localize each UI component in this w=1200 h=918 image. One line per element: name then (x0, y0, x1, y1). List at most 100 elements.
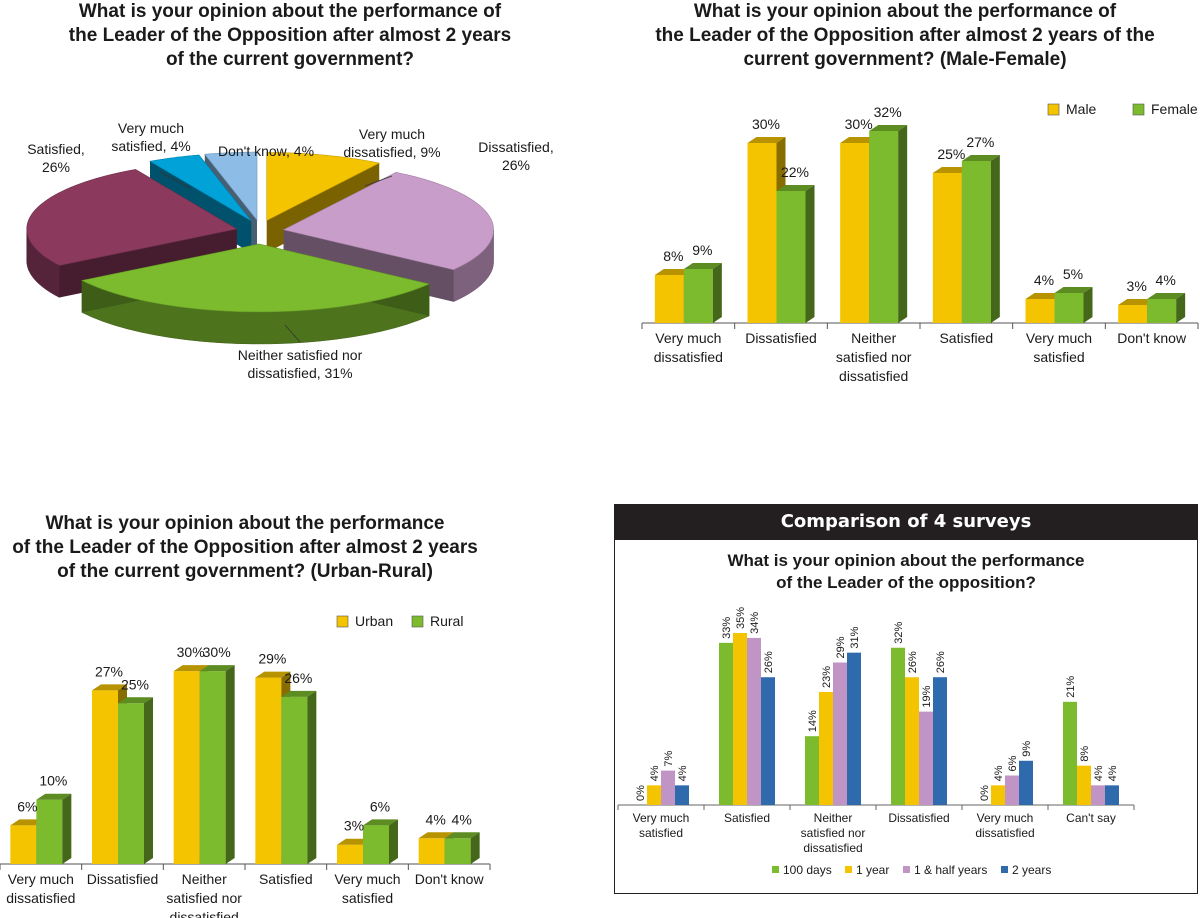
surveys-bar-1-year-3 (905, 677, 919, 805)
area-bar-urban-4 (337, 844, 363, 864)
gender-value-male-3: 25% (937, 146, 965, 162)
area-bar-urban-1 (92, 690, 118, 864)
pie-slice-neither-satisfied-nor-dissatisfied-31 (81, 243, 431, 313)
surveys-bar-1-half-years-5 (1091, 785, 1105, 805)
area-value-urban-4: 3% (344, 818, 364, 834)
area-bar-rural-3 (281, 696, 308, 864)
surveys-value-1-half-years-1: 34% (749, 612, 761, 634)
surveys-value-2-years-2: 31% (849, 626, 861, 648)
surveys-category-4: Very much dissatisfied (975, 811, 1034, 840)
surveys-legend-label-1-year: 1 year (856, 863, 889, 877)
area-bar-side-rural-5 (470, 832, 480, 864)
gender-value-female-2: 32% (874, 104, 902, 120)
area-bar-top-rural-1 (118, 697, 153, 704)
gender-legend-swatch-male (1047, 103, 1060, 116)
area-category-2: Neither satisfied nor dissatisfied (166, 871, 242, 918)
area-bar-rural-4 (363, 825, 389, 864)
area-value-urban-1: 27% (95, 663, 123, 679)
area-bar-rural-5 (444, 838, 471, 864)
area-value-urban-5: 4% (426, 811, 446, 827)
area-bar-side-rural-4 (389, 819, 398, 864)
surveys-category-0: Very much satisfied (633, 811, 690, 840)
area-value-rural-4: 6% (370, 798, 390, 814)
gender-bar-top-female-2 (869, 125, 908, 131)
area-bar-side-rural-1 (144, 697, 153, 864)
gender-bar-top-male-1 (747, 137, 786, 143)
gender-bar-female-5 (1147, 299, 1177, 323)
area-bar-top-urban-1 (92, 684, 127, 691)
surveys-value-100-days-3: 32% (893, 622, 905, 644)
gender-bar-male-3 (932, 173, 962, 323)
area-legend-swatch-rural (411, 615, 424, 628)
surveys-bar-100-days-1 (719, 642, 733, 805)
gender-legend-label-male: Male (1066, 101, 1097, 117)
surveys-value-100-days-4: 0% (979, 785, 991, 801)
surveys-value-2-years-0: 4% (677, 765, 689, 781)
pie-slice-satisfied-26 (26, 169, 238, 266)
gender-chart-title: What is your opinion about the performan… (655, 1, 1155, 70)
surveys-bar-2-years-3 (933, 677, 947, 805)
gender-value-male-0: 8% (663, 248, 683, 264)
gender-bar-top-male-4 (1025, 293, 1064, 299)
gender-bar-top-female-4 (1054, 287, 1093, 293)
surveys-category-3: Dissatisfied (888, 811, 949, 825)
pie-label-satisfied-26: Satisfied, 26% (27, 141, 85, 175)
surveys-bar-2-years-0 (675, 785, 689, 805)
area-legend-swatch-urban (336, 615, 349, 628)
surveys-bar-1-half-years-1 (747, 637, 761, 805)
gender-value-male-1: 30% (752, 116, 780, 132)
gender-value-female-5: 4% (1156, 272, 1176, 288)
gender-value-male-5: 3% (1127, 278, 1147, 294)
surveys-bar-1-half-years-3 (919, 711, 933, 805)
surveys-bar-100-days-2 (805, 736, 819, 805)
gender-category-5: Don't know (1117, 330, 1187, 346)
area-category-4: Very much satisfied (334, 871, 400, 906)
gender-bar-top-female-0 (683, 263, 722, 269)
area-category-0: Very much dissatisfied (6, 871, 75, 906)
gender-bar-male-2 (840, 143, 870, 323)
gender-category-0: Very much dissatisfied (654, 330, 723, 365)
gender-value-male-2: 30% (845, 116, 873, 132)
surveys-bar-1-half-years-2 (833, 662, 847, 805)
pie-slice-very-much-dissatisfied-9 (266, 152, 381, 221)
surveys-value-1-half-years-5: 4% (1093, 765, 1105, 781)
surveys-bar-1-year-2 (819, 691, 833, 805)
gender-legend-label-female: Female (1151, 101, 1198, 117)
surveys-bar-1-half-years-0 (661, 770, 675, 805)
gender-value-female-4: 5% (1063, 266, 1083, 282)
surveys-value-1-half-years-3: 19% (921, 685, 933, 707)
surveys-panel-header: Comparison of 4 surveys (614, 504, 1198, 540)
area-bar-top-urban-3 (255, 671, 291, 678)
area-bar-rural-1 (118, 703, 144, 864)
gender-value-male-4: 4% (1034, 272, 1054, 288)
pie-leader-line-4 (159, 171, 191, 189)
surveys-value-1-half-years-2: 29% (835, 636, 847, 658)
gender-value-female-3: 27% (966, 134, 994, 150)
area-legend-label-urban: Urban (355, 613, 393, 629)
area-group (0, 615, 491, 870)
surveys-bar-1-year-0 (647, 785, 661, 805)
area-value-urban-3: 29% (258, 651, 286, 667)
area-bar-top-rural-2 (199, 665, 235, 672)
surveys-category-1: Satisfied (724, 811, 770, 825)
surveys-bar-1-year-4 (991, 785, 1005, 805)
area-bar-rural-2 (199, 671, 226, 864)
area-legend-label-rural: Rural (430, 613, 463, 629)
gender-bar-side-female-5 (1176, 293, 1186, 323)
surveys-legend-swatch-2-years (1001, 866, 1008, 873)
surveys-bar-1-year-1 (733, 633, 747, 805)
gender-bar-female-4 (1054, 293, 1084, 323)
gender-bar-side-female-4 (1083, 287, 1093, 323)
surveys-bar-1-year-5 (1077, 765, 1091, 805)
pie-leader-line-0 (364, 175, 393, 187)
pie-label-dissatisfied-26: Dissatisfied, 26% (478, 139, 553, 173)
surveys-bar-2-years-4 (1019, 760, 1033, 805)
pie-label-neither-satisfied-nor-dissatisfied-31: Neither satisfied nor dissatisfied, 31% (238, 347, 363, 381)
area-category-5: Don't know (415, 871, 485, 887)
gender-bar-top-female-1 (776, 185, 815, 191)
gender-bar-top-male-0 (654, 269, 693, 275)
surveys-value-100-days-1: 33% (721, 617, 733, 639)
area-bar-top-rural-5 (444, 832, 480, 839)
gender-bar-female-3 (961, 161, 991, 323)
pie-group (26, 151, 494, 345)
